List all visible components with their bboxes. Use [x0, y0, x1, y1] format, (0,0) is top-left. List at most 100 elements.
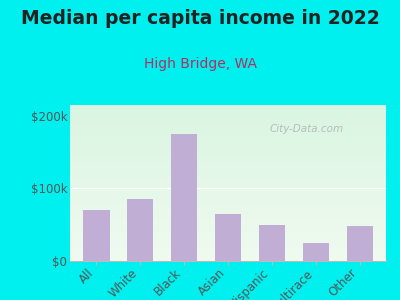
- Bar: [70, 130, 386, 131]
- Bar: [70, 154, 386, 155]
- Bar: [70, 160, 386, 161]
- Bar: [70, 225, 386, 226]
- Bar: [70, 255, 386, 256]
- Bar: [70, 202, 386, 203]
- Bar: [70, 226, 386, 227]
- Bar: [70, 182, 386, 183]
- Bar: [70, 220, 386, 221]
- Bar: [70, 117, 386, 118]
- Bar: [70, 256, 386, 257]
- Bar: [70, 118, 386, 119]
- Bar: [70, 179, 386, 180]
- Bar: [70, 234, 386, 235]
- Bar: [70, 134, 386, 135]
- Bar: [70, 198, 386, 199]
- Bar: [70, 171, 386, 172]
- Bar: [70, 116, 386, 117]
- Bar: [70, 229, 386, 230]
- Bar: [70, 125, 386, 126]
- Bar: [70, 250, 386, 251]
- Bar: [70, 243, 386, 244]
- Bar: [70, 257, 386, 258]
- Bar: [70, 135, 386, 136]
- Bar: [70, 222, 386, 223]
- Bar: [70, 155, 386, 156]
- Bar: [70, 112, 386, 113]
- Bar: [70, 115, 386, 116]
- Bar: [70, 176, 386, 177]
- Bar: [70, 137, 386, 138]
- Bar: [70, 169, 386, 170]
- Bar: [70, 244, 386, 245]
- Bar: [70, 152, 386, 153]
- Bar: [70, 162, 386, 163]
- Bar: [70, 128, 386, 129]
- Bar: [70, 145, 386, 146]
- Bar: [70, 167, 386, 168]
- Bar: [70, 119, 386, 120]
- Bar: [70, 111, 386, 112]
- Bar: [70, 141, 386, 142]
- Bar: [70, 110, 386, 111]
- Bar: [70, 180, 386, 181]
- Bar: [70, 161, 386, 162]
- Bar: [70, 241, 386, 242]
- Bar: [70, 170, 386, 171]
- Bar: [70, 201, 386, 202]
- Bar: [70, 254, 386, 255]
- Bar: [70, 223, 386, 224]
- Bar: [70, 246, 386, 247]
- Bar: [70, 258, 386, 259]
- Bar: [70, 251, 386, 252]
- Bar: [70, 158, 386, 159]
- Bar: [70, 144, 386, 145]
- Bar: [70, 160, 386, 161]
- Bar: [70, 187, 386, 188]
- Bar: [70, 181, 386, 182]
- Bar: [70, 133, 386, 134]
- Bar: [70, 249, 386, 250]
- Bar: [70, 194, 386, 195]
- Bar: [70, 190, 386, 191]
- Bar: [70, 120, 386, 121]
- Bar: [70, 240, 386, 241]
- Bar: [127, 199, 153, 261]
- Bar: [70, 106, 386, 107]
- Bar: [259, 225, 285, 261]
- Bar: [70, 216, 386, 217]
- Bar: [70, 219, 386, 220]
- Bar: [70, 105, 386, 106]
- Bar: [70, 196, 386, 197]
- Bar: [70, 242, 386, 243]
- Bar: [70, 195, 386, 196]
- Bar: [70, 136, 386, 137]
- Bar: [70, 114, 386, 115]
- Bar: [70, 159, 386, 160]
- Bar: [70, 173, 386, 174]
- Bar: [70, 157, 386, 158]
- Bar: [70, 235, 386, 236]
- Bar: [70, 259, 386, 260]
- Bar: [83, 210, 110, 261]
- Bar: [70, 108, 386, 109]
- Bar: [70, 215, 386, 216]
- Bar: [70, 206, 386, 207]
- Bar: [70, 214, 386, 215]
- Bar: [70, 163, 386, 164]
- Bar: [70, 107, 386, 108]
- Bar: [70, 191, 386, 192]
- Bar: [70, 224, 386, 225]
- Bar: [346, 226, 373, 261]
- Bar: [70, 260, 386, 261]
- Bar: [70, 183, 386, 184]
- Bar: [70, 146, 386, 147]
- Bar: [70, 238, 386, 239]
- Bar: [70, 165, 386, 166]
- Bar: [70, 126, 386, 127]
- Bar: [70, 231, 386, 232]
- Bar: [70, 253, 386, 254]
- Bar: [215, 214, 241, 261]
- Bar: [70, 123, 386, 124]
- Bar: [70, 109, 386, 110]
- Bar: [171, 134, 197, 261]
